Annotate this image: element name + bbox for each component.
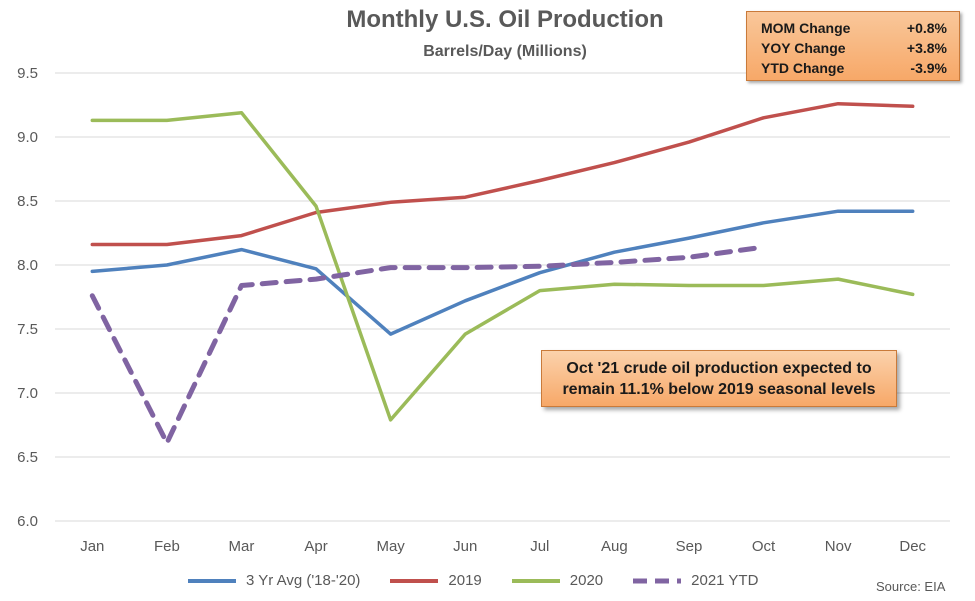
x-tick-label: Sep	[676, 538, 703, 555]
x-tick-label: Feb	[154, 538, 180, 555]
legend: 3 Yr Avg ('18-'20) 2019 2020 2021 YTD	[186, 572, 786, 589]
series-lines	[89, 101, 915, 446]
stats-box: MOM Change +0.8% YOY Change +3.8% YTD Ch…	[746, 11, 960, 81]
y-tick-label: 7.0	[17, 385, 38, 402]
legend-swatch-icon	[188, 578, 236, 583]
legend-item: 2021 YTD	[631, 572, 758, 589]
x-tick-label: Jul	[530, 538, 549, 555]
x-tick-label: Jan	[80, 538, 104, 555]
y-tick-label: 8.5	[17, 193, 38, 210]
stats-row-ytd: YTD Change -3.9%	[761, 58, 947, 78]
callout-line-1: Oct '21 crude oil production expected to	[566, 360, 872, 377]
series-line-2021-ytd	[89, 244, 766, 446]
stats-row-mom: MOM Change +0.8%	[761, 18, 947, 38]
chart-title: Monthly U.S. Oil Production	[346, 6, 664, 33]
legend-label: 2020	[569, 572, 604, 589]
x-tick-label: Mar	[229, 538, 255, 555]
x-tick-label: Jun	[453, 538, 477, 555]
x-tick-label: Dec	[899, 538, 926, 555]
x-tick-label: Oct	[752, 538, 776, 555]
stats-row-yoy: YOY Change +3.8%	[761, 38, 947, 58]
x-tick-label: Aug	[601, 538, 628, 555]
callout-annotation: Oct '21 crude oil production expected to…	[541, 350, 897, 407]
series-line-3-yr-avg-18-20	[90, 209, 915, 336]
y-tick-label: 7.5	[17, 321, 38, 338]
y-tick-label: 6.0	[17, 513, 38, 530]
legend-label: 2021 YTD	[691, 572, 759, 589]
source-note: Source: EIA	[876, 579, 946, 594]
legend-swatch-icon	[390, 578, 439, 583]
legend-swatch-icon	[511, 578, 560, 583]
stats-label: YOY Change	[761, 40, 846, 56]
y-tick-label: 9.5	[17, 65, 38, 82]
legend-swatch-icon	[633, 578, 682, 583]
stats-value: -3.9%	[910, 60, 947, 76]
x-axis: Jan Feb Mar Apr May Jun Jul Aug Sep Oct Nov Dec	[80, 538, 926, 555]
callout-line-2: remain 11.1% below 2019 seasonal levels	[562, 381, 876, 398]
x-tick-label: Apr	[304, 538, 327, 555]
y-axis: 6.0 6.5 7.0 7.5 8.0 8.5 9.0 9.5	[17, 65, 38, 530]
series-line-2019	[90, 101, 915, 247]
legend-item: 2020	[510, 572, 603, 589]
gridlines	[55, 72, 950, 522]
x-tick-label: May	[376, 538, 405, 555]
legend-label: 2019	[448, 572, 482, 589]
legend-item: 3 Yr Avg ('18-'20)	[186, 572, 360, 589]
stats-label: YTD Change	[761, 60, 845, 76]
stats-label: MOM Change	[761, 20, 851, 36]
y-tick-label: 8.0	[17, 257, 38, 274]
stats-value: +0.8%	[906, 20, 947, 36]
legend-label: 3 Yr Avg ('18-'20)	[246, 572, 361, 589]
chart-subtitle: Barrels/Day (Millions)	[423, 43, 587, 60]
y-tick-label: 9.0	[17, 129, 38, 146]
series-line-2020	[90, 110, 915, 422]
legend-item: 2019	[388, 572, 482, 589]
y-tick-label: 6.5	[17, 449, 38, 466]
stats-value: +3.8%	[906, 40, 947, 56]
x-tick-label: Nov	[825, 538, 852, 555]
